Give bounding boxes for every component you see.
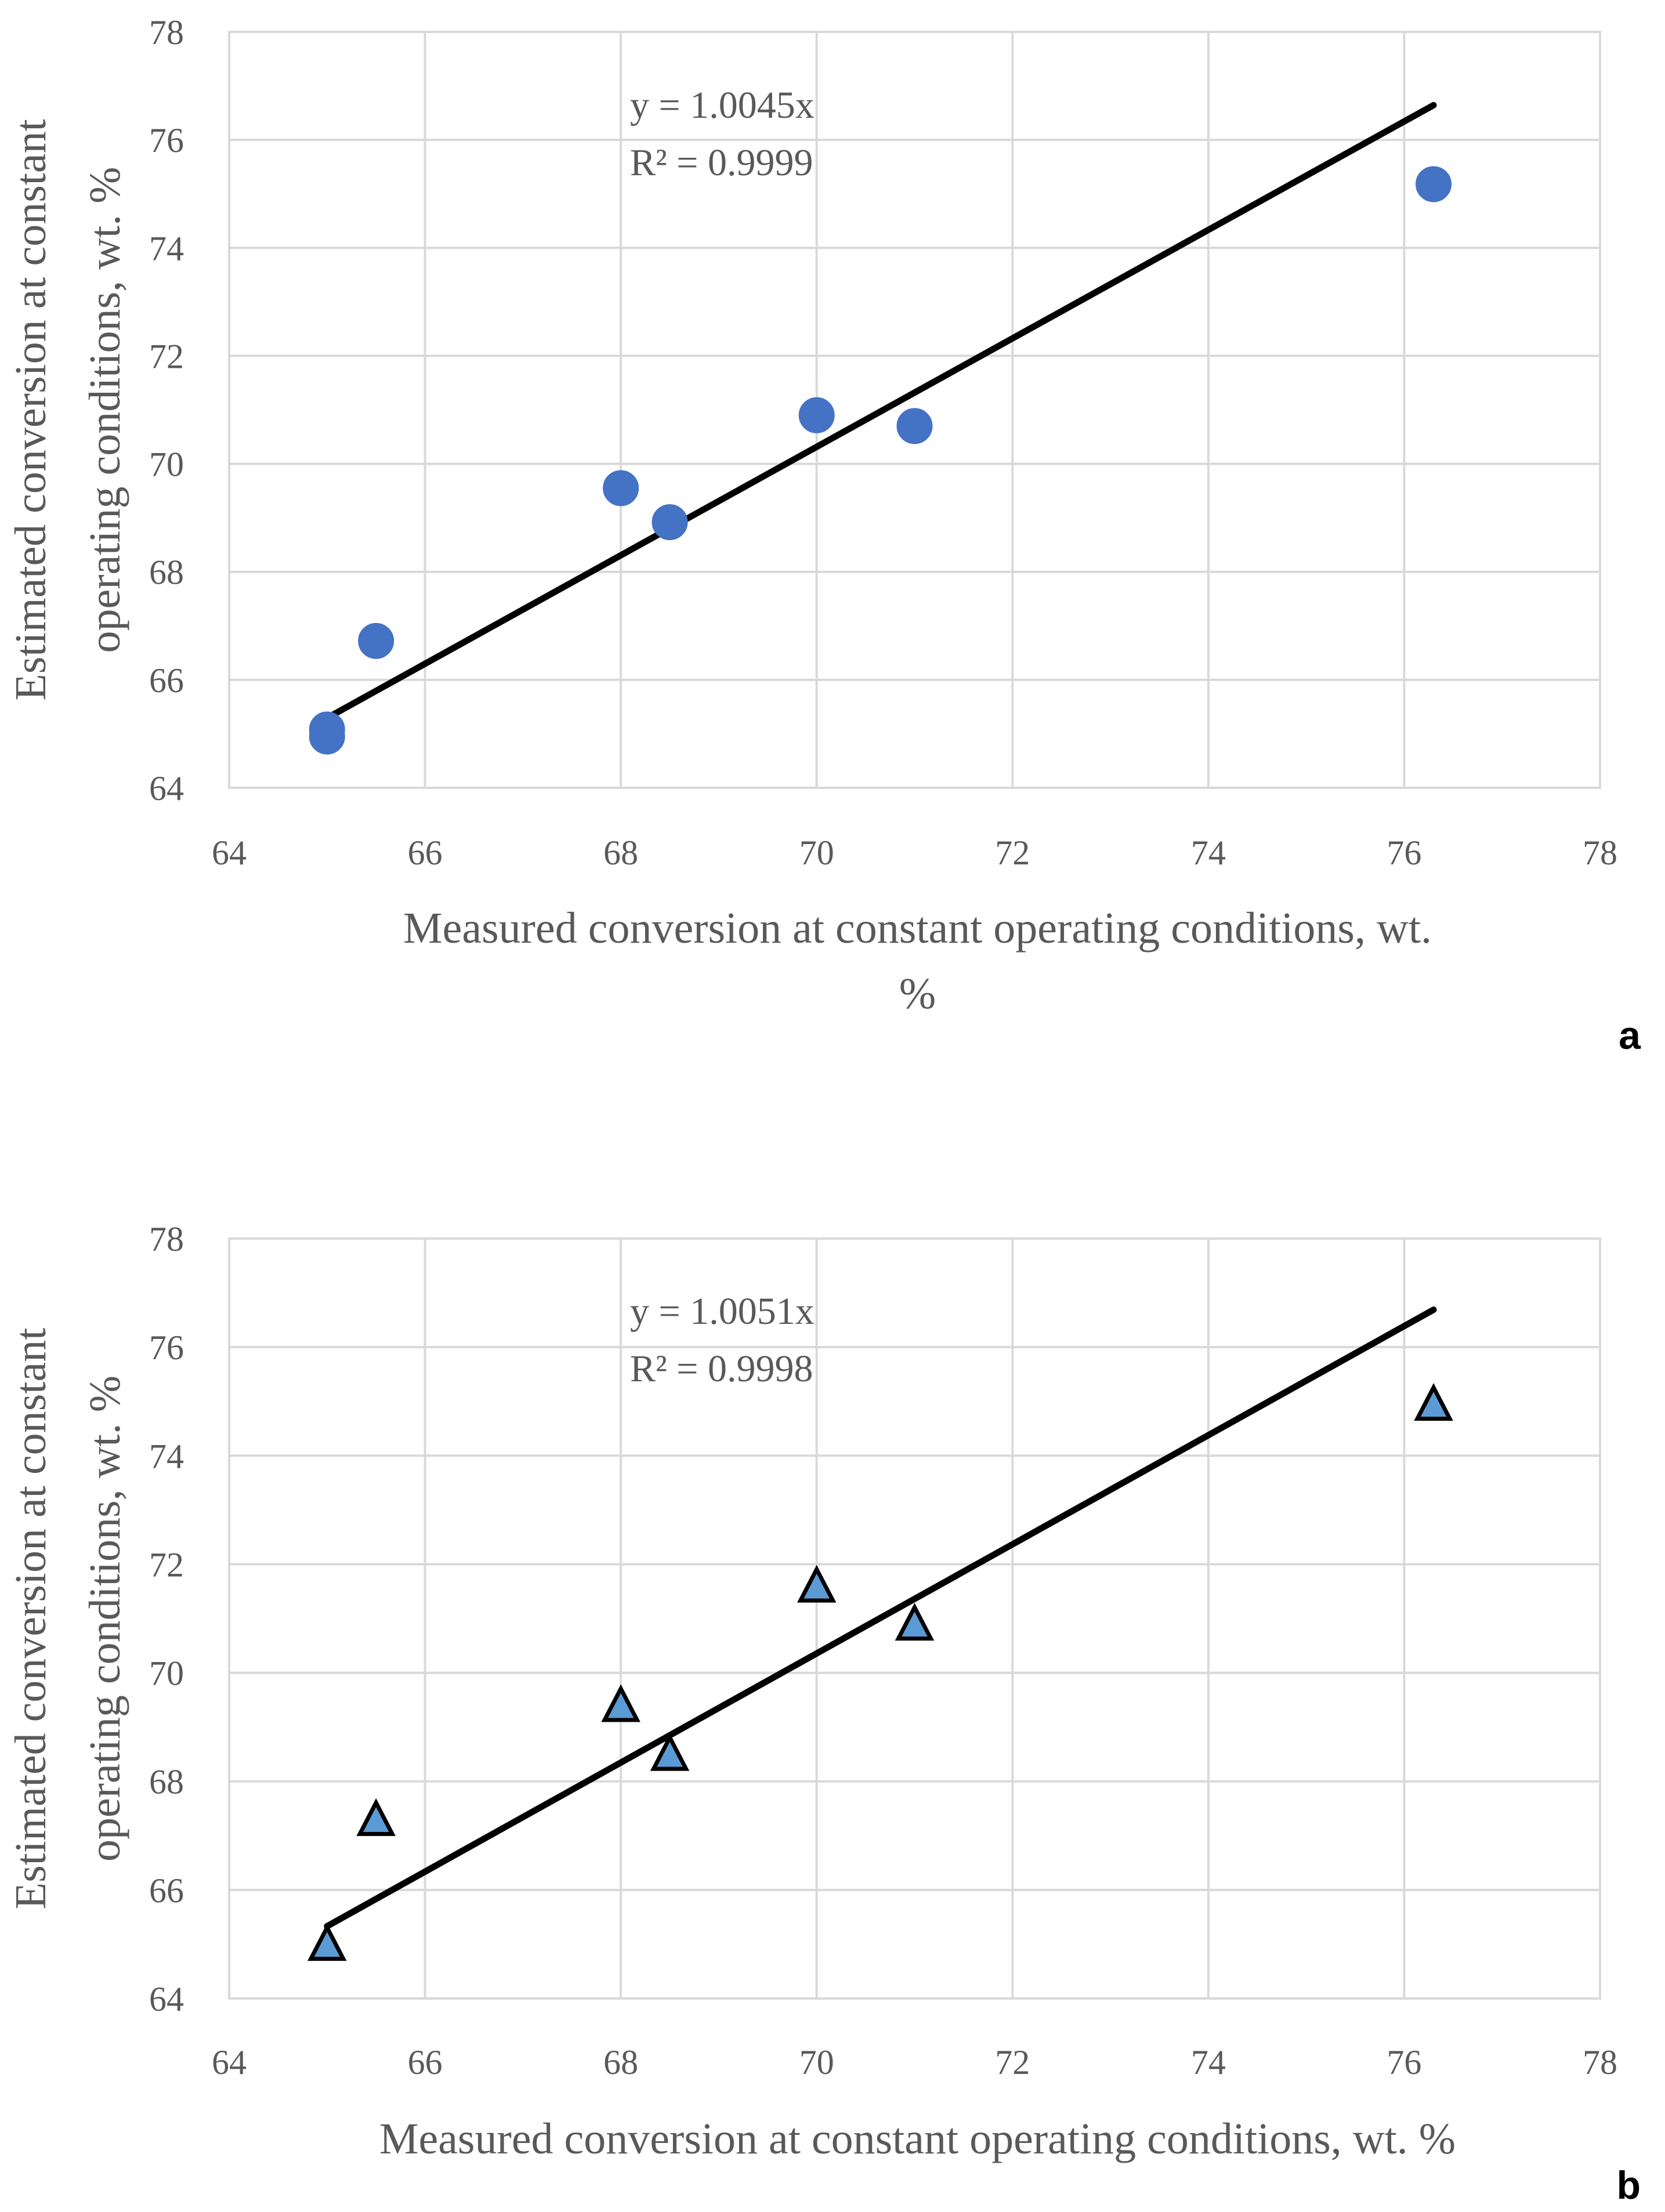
data-point: [895, 1602, 935, 1641]
x-tick-label: 74: [1191, 2043, 1226, 2081]
plot-area: [228, 1237, 1601, 2000]
y-tick-label: 74: [149, 229, 184, 267]
x-tick-label: 76: [1387, 834, 1421, 872]
y-tick-label: 72: [149, 337, 184, 375]
x-tick-label: 76: [1387, 2043, 1421, 2081]
data-point: [1416, 166, 1452, 202]
y-tick-label: 78: [149, 1220, 184, 1258]
y-tick-label: 76: [149, 121, 184, 160]
y-tick-label: 70: [149, 446, 184, 484]
y-tick-label: 72: [149, 1545, 184, 1584]
x-tick-label: 64: [212, 2043, 247, 2081]
data-point: [603, 470, 639, 506]
y-axis-title: Estimated conversion at constant: [6, 1328, 55, 1910]
y-tick-label: 64: [149, 769, 184, 808]
x-axis-title: %: [899, 969, 936, 1018]
y-axis-title: operating conditions, wt. %: [81, 167, 129, 653]
r-squared-label: R² = 0.9998: [630, 1348, 813, 1390]
x-tick-label: 70: [799, 2043, 834, 2081]
x-tick-label: 66: [408, 834, 443, 872]
y-axis-title: operating conditions, wt. %: [81, 1375, 129, 1862]
panel-label: a: [1619, 1013, 1641, 1058]
x-tick-label: 72: [995, 2043, 1030, 2081]
data-point: [358, 622, 394, 659]
data-point: [601, 1684, 640, 1722]
data-point: [651, 504, 688, 541]
x-tick-label: 68: [603, 2043, 638, 2081]
data-point: [798, 397, 835, 433]
data-point: [309, 718, 345, 755]
r-squared-label: R² = 0.9999: [630, 142, 813, 184]
data-point: [356, 1798, 396, 1836]
data-point: [307, 1923, 347, 1961]
y-tick-label: 68: [149, 1763, 184, 1801]
x-tick-label: 64: [212, 834, 247, 872]
y-axis-title: Estimated conversion at constant: [6, 119, 55, 701]
trendline: [324, 102, 1437, 722]
y-tick-label: 70: [149, 1655, 184, 1693]
y-tick-label: 66: [149, 661, 184, 700]
x-tick-label: 78: [1583, 2043, 1617, 2081]
trendline: [324, 1306, 1437, 1929]
x-tick-label: 78: [1583, 834, 1617, 872]
chart-panel-a: 64 66 68 70 72 74 76 78 64 66 68 70 72 74 76 78 y = 1.00…: [6, 13, 1641, 1058]
x-tick-label: 68: [603, 834, 638, 872]
x-tick-label: 70: [799, 834, 834, 872]
x-tick-label: 66: [408, 2043, 443, 2081]
trendline-equation: y = 1.0045x: [630, 84, 815, 126]
y-tick-label: 78: [149, 13, 184, 52]
y-tick-label: 68: [149, 553, 184, 592]
data-point: [797, 1565, 837, 1603]
data-point: [896, 408, 933, 444]
y-tick-label: 64: [149, 1980, 184, 2018]
data-point: [1414, 1382, 1453, 1421]
y-tick-label: 76: [149, 1328, 184, 1367]
y-tick-label: 66: [149, 1871, 184, 1910]
y-tick-label: 74: [149, 1437, 184, 1475]
x-tick-label: 72: [995, 834, 1030, 872]
plot-area: [228, 31, 1601, 789]
x-axis-title: Measured conversion at constant operatin…: [403, 904, 1432, 953]
chart-panel-b: 64 66 68 70 72 74 76 78 64 66 68 70 72 74 76 78 y = 1.00…: [6, 1220, 1641, 2207]
panel-label: b: [1616, 2163, 1641, 2207]
data-point: [650, 1733, 690, 1771]
trendline-equation: y = 1.0051x: [630, 1290, 815, 1333]
x-tick-label: 74: [1191, 834, 1226, 872]
x-axis-title: Measured conversion at constant operatin…: [379, 2115, 1456, 2163]
